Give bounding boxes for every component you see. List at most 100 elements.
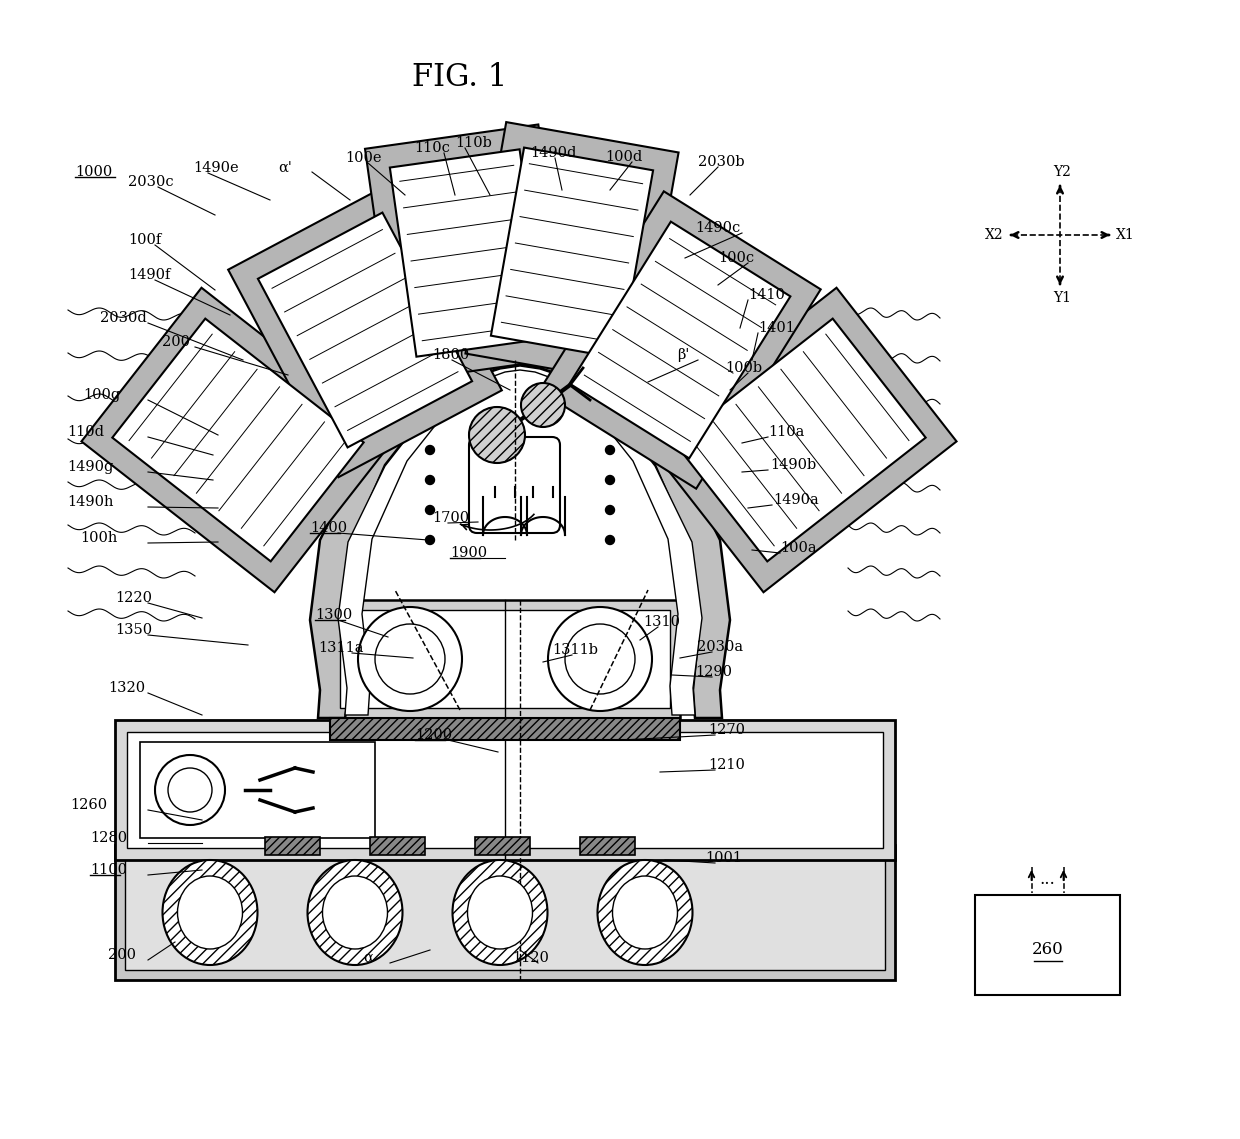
Ellipse shape — [453, 860, 548, 965]
Polygon shape — [228, 183, 502, 477]
Bar — [580, 837, 635, 855]
Text: 1400: 1400 — [310, 521, 347, 535]
Text: 1280: 1280 — [91, 831, 128, 845]
Text: 100h: 100h — [81, 531, 118, 544]
Polygon shape — [339, 366, 702, 715]
Text: 100g: 100g — [83, 388, 120, 402]
Text: 1800: 1800 — [432, 349, 469, 362]
FancyBboxPatch shape — [469, 437, 560, 533]
Bar — [125, 855, 885, 970]
Text: X1: X1 — [1116, 228, 1135, 241]
Polygon shape — [389, 149, 546, 357]
Circle shape — [358, 607, 463, 711]
Circle shape — [425, 535, 434, 544]
Text: 1490d: 1490d — [529, 146, 577, 159]
Circle shape — [565, 624, 635, 694]
Text: 100d: 100d — [605, 150, 642, 164]
Text: Y2: Y2 — [1053, 165, 1071, 179]
Text: 1260: 1260 — [69, 798, 107, 812]
Text: 100b: 100b — [725, 361, 763, 375]
Polygon shape — [82, 288, 394, 592]
Polygon shape — [644, 288, 956, 592]
Polygon shape — [675, 319, 926, 562]
Text: 1490c: 1490c — [694, 221, 740, 235]
Polygon shape — [569, 222, 790, 458]
Text: 1200: 1200 — [415, 728, 453, 741]
Text: 1120: 1120 — [512, 951, 549, 965]
Text: 1700: 1700 — [432, 511, 469, 525]
Bar — [330, 718, 680, 740]
Circle shape — [605, 506, 615, 515]
Ellipse shape — [162, 860, 258, 965]
Text: 1490f: 1490f — [128, 268, 170, 282]
Text: 1490a: 1490a — [773, 493, 818, 507]
Circle shape — [521, 383, 565, 427]
Text: 2030c: 2030c — [128, 175, 174, 189]
Text: 1270: 1270 — [708, 723, 745, 737]
Text: 1210: 1210 — [708, 757, 745, 772]
Bar — [265, 837, 320, 855]
Circle shape — [425, 445, 434, 454]
Polygon shape — [310, 350, 730, 718]
Text: FIG. 1: FIG. 1 — [413, 62, 507, 93]
Polygon shape — [258, 213, 472, 448]
Circle shape — [425, 506, 434, 515]
Text: 1900: 1900 — [450, 546, 487, 560]
Bar — [126, 732, 883, 849]
Text: 1001: 1001 — [706, 851, 742, 865]
Text: 200: 200 — [108, 948, 136, 962]
Text: 1310: 1310 — [644, 615, 680, 629]
Text: 2030d: 2030d — [100, 311, 146, 325]
Polygon shape — [365, 124, 570, 382]
Text: β': β' — [677, 349, 689, 362]
Text: 1490h: 1490h — [67, 495, 114, 509]
Text: 260: 260 — [1032, 942, 1064, 959]
Text: 1290: 1290 — [694, 665, 732, 679]
Polygon shape — [465, 122, 678, 384]
Bar — [330, 600, 680, 718]
Ellipse shape — [308, 860, 403, 965]
Circle shape — [548, 607, 652, 711]
Text: 1490b: 1490b — [770, 458, 816, 472]
Text: 1100: 1100 — [91, 863, 126, 877]
Ellipse shape — [177, 876, 243, 949]
Bar — [340, 611, 670, 708]
Circle shape — [155, 755, 224, 825]
Circle shape — [425, 475, 434, 484]
Text: X2: X2 — [986, 228, 1004, 241]
Circle shape — [374, 624, 445, 694]
Text: 110c: 110c — [414, 141, 450, 155]
Bar — [475, 837, 529, 855]
Bar — [140, 741, 374, 838]
Text: 1410: 1410 — [748, 288, 785, 302]
Text: 100e: 100e — [345, 151, 382, 165]
Polygon shape — [113, 319, 363, 562]
Text: 110d: 110d — [67, 425, 104, 439]
Text: α: α — [363, 951, 373, 965]
Text: 100a: 100a — [780, 541, 817, 555]
Circle shape — [605, 445, 615, 454]
Ellipse shape — [598, 860, 692, 965]
Text: 110a: 110a — [768, 425, 805, 439]
Ellipse shape — [467, 876, 532, 949]
Bar — [370, 837, 425, 855]
Text: 100c: 100c — [718, 251, 754, 265]
Text: 110b: 110b — [455, 136, 492, 150]
Text: 1000: 1000 — [74, 165, 113, 179]
Text: 1490e: 1490e — [193, 161, 238, 175]
Circle shape — [605, 475, 615, 484]
Text: Y1: Y1 — [1053, 290, 1071, 305]
Text: 2030a: 2030a — [697, 640, 743, 654]
Text: 1490g: 1490g — [67, 460, 113, 474]
Text: 1300: 1300 — [315, 608, 352, 622]
Bar — [115, 845, 895, 980]
Polygon shape — [539, 191, 821, 489]
Text: 1350: 1350 — [115, 623, 153, 637]
Ellipse shape — [613, 876, 677, 949]
Text: 100f: 100f — [128, 233, 161, 247]
Circle shape — [605, 535, 615, 544]
Text: 1220: 1220 — [115, 591, 153, 605]
Text: 200: 200 — [162, 335, 190, 349]
Text: 1311b: 1311b — [552, 644, 598, 657]
Text: 1311a: 1311a — [317, 641, 363, 655]
